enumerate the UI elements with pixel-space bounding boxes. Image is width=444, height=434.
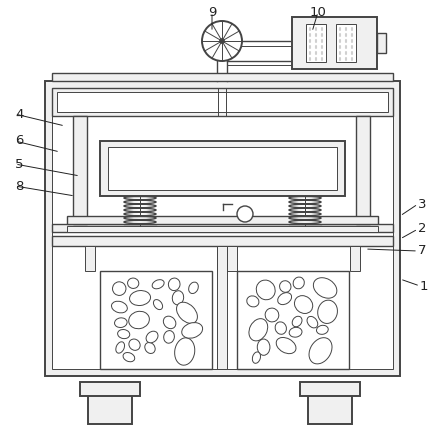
Text: 7: 7 <box>418 244 427 257</box>
Ellipse shape <box>168 278 180 291</box>
Ellipse shape <box>247 296 259 307</box>
Bar <box>57 92 388 112</box>
Bar <box>237 271 349 369</box>
Bar <box>336 24 356 62</box>
Bar <box>100 141 345 196</box>
Bar <box>350 246 360 271</box>
Text: 4: 4 <box>15 108 24 121</box>
Ellipse shape <box>182 322 202 338</box>
Ellipse shape <box>265 308 279 322</box>
Bar <box>217 246 227 271</box>
Ellipse shape <box>116 342 125 353</box>
Bar <box>100 271 212 369</box>
Text: 9: 9 <box>208 6 216 19</box>
Ellipse shape <box>289 327 302 337</box>
Ellipse shape <box>309 338 332 364</box>
Ellipse shape <box>257 339 270 355</box>
Ellipse shape <box>164 331 174 343</box>
Bar <box>227 246 237 271</box>
Ellipse shape <box>111 301 127 313</box>
Ellipse shape <box>174 338 195 365</box>
Circle shape <box>202 21 242 61</box>
Ellipse shape <box>123 352 135 362</box>
Ellipse shape <box>145 342 155 353</box>
Bar <box>217 246 227 369</box>
Text: 8: 8 <box>15 180 24 193</box>
Circle shape <box>219 39 225 43</box>
Ellipse shape <box>129 339 140 350</box>
Ellipse shape <box>293 277 304 289</box>
Ellipse shape <box>292 316 302 327</box>
Bar <box>300 382 360 396</box>
Ellipse shape <box>154 299 163 309</box>
Ellipse shape <box>280 281 291 293</box>
Ellipse shape <box>172 291 184 305</box>
Bar <box>73 116 87 224</box>
Bar <box>52 236 393 246</box>
Bar <box>67 226 378 232</box>
Ellipse shape <box>278 293 292 305</box>
Ellipse shape <box>275 322 286 334</box>
Ellipse shape <box>130 290 151 306</box>
Ellipse shape <box>118 329 130 339</box>
Ellipse shape <box>129 311 149 329</box>
Ellipse shape <box>189 282 198 293</box>
Ellipse shape <box>127 278 139 289</box>
Ellipse shape <box>146 331 158 343</box>
Bar <box>88 394 132 424</box>
Bar <box>292 17 377 69</box>
Ellipse shape <box>313 278 337 298</box>
Ellipse shape <box>177 302 198 323</box>
Ellipse shape <box>276 338 296 354</box>
Text: 1: 1 <box>420 279 428 293</box>
Ellipse shape <box>256 280 275 300</box>
Ellipse shape <box>318 300 337 323</box>
Ellipse shape <box>294 296 313 313</box>
Ellipse shape <box>112 282 126 296</box>
Bar <box>108 147 337 190</box>
Circle shape <box>237 206 253 222</box>
Bar <box>356 116 370 224</box>
Bar <box>377 33 386 53</box>
Bar <box>52 73 393 81</box>
Text: 3: 3 <box>418 197 427 210</box>
Bar <box>52 224 393 232</box>
Ellipse shape <box>152 279 164 289</box>
Bar <box>80 382 140 396</box>
Ellipse shape <box>307 316 318 328</box>
Text: 2: 2 <box>418 223 427 236</box>
Bar <box>52 88 393 369</box>
Bar <box>306 24 326 62</box>
Ellipse shape <box>252 352 261 363</box>
Bar <box>308 394 352 424</box>
Bar <box>67 216 378 224</box>
Bar <box>52 88 393 116</box>
Ellipse shape <box>115 318 127 328</box>
Bar <box>85 246 95 271</box>
Bar <box>45 81 400 376</box>
Text: 6: 6 <box>15 135 24 148</box>
Text: 10: 10 <box>309 6 326 19</box>
Ellipse shape <box>249 319 268 341</box>
Text: 5: 5 <box>15 158 24 171</box>
Ellipse shape <box>163 316 176 329</box>
Ellipse shape <box>317 326 328 334</box>
